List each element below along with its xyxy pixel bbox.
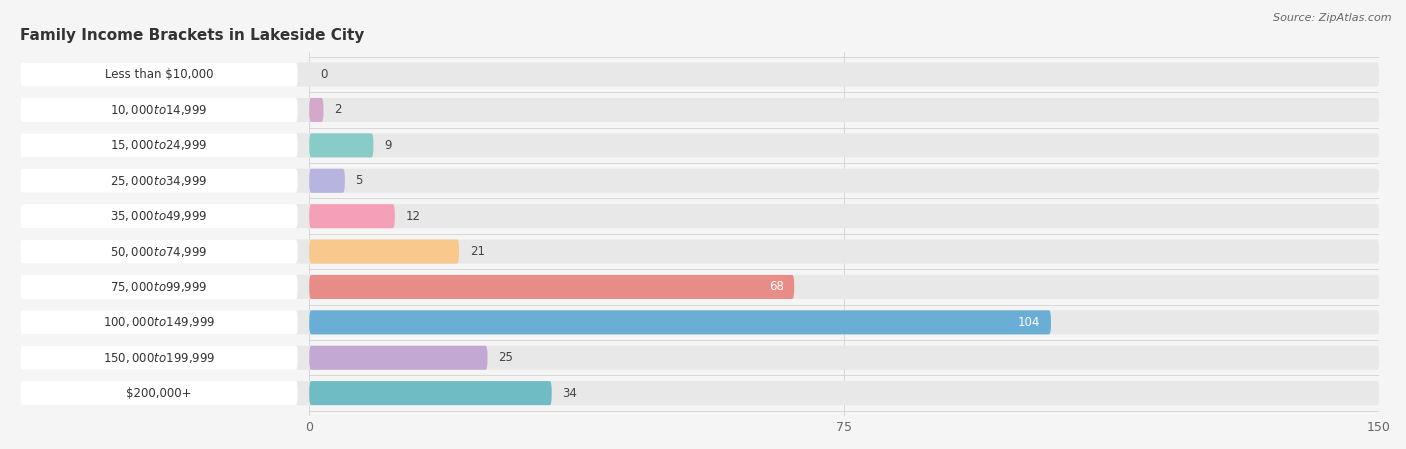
FancyBboxPatch shape xyxy=(20,169,1379,193)
FancyBboxPatch shape xyxy=(20,133,1379,158)
FancyBboxPatch shape xyxy=(309,239,458,264)
FancyBboxPatch shape xyxy=(20,239,298,264)
Text: $150,000 to $199,999: $150,000 to $199,999 xyxy=(103,351,215,365)
Text: Less than $10,000: Less than $10,000 xyxy=(105,68,214,81)
FancyBboxPatch shape xyxy=(20,62,1379,87)
Text: 34: 34 xyxy=(562,387,578,400)
FancyBboxPatch shape xyxy=(309,98,323,122)
FancyBboxPatch shape xyxy=(20,310,1379,335)
FancyBboxPatch shape xyxy=(20,310,298,335)
FancyBboxPatch shape xyxy=(20,381,1379,405)
Text: $15,000 to $24,999: $15,000 to $24,999 xyxy=(110,138,208,152)
FancyBboxPatch shape xyxy=(20,381,298,405)
FancyBboxPatch shape xyxy=(20,204,1379,228)
FancyBboxPatch shape xyxy=(309,204,395,228)
FancyBboxPatch shape xyxy=(20,98,298,122)
FancyBboxPatch shape xyxy=(20,204,298,228)
Text: $50,000 to $74,999: $50,000 to $74,999 xyxy=(110,245,208,259)
Text: 12: 12 xyxy=(405,210,420,223)
Text: $100,000 to $149,999: $100,000 to $149,999 xyxy=(103,315,215,330)
FancyBboxPatch shape xyxy=(20,275,298,299)
Text: 9: 9 xyxy=(384,139,392,152)
Text: 0: 0 xyxy=(321,68,328,81)
Text: Family Income Brackets in Lakeside City: Family Income Brackets in Lakeside City xyxy=(20,28,364,44)
Text: Source: ZipAtlas.com: Source: ZipAtlas.com xyxy=(1274,13,1392,23)
Text: $10,000 to $14,999: $10,000 to $14,999 xyxy=(110,103,208,117)
Text: 25: 25 xyxy=(498,351,513,364)
Text: 104: 104 xyxy=(1018,316,1040,329)
FancyBboxPatch shape xyxy=(309,133,374,158)
Text: $75,000 to $99,999: $75,000 to $99,999 xyxy=(110,280,208,294)
Text: $200,000+: $200,000+ xyxy=(127,387,191,400)
FancyBboxPatch shape xyxy=(20,275,1379,299)
FancyBboxPatch shape xyxy=(20,133,298,158)
FancyBboxPatch shape xyxy=(20,62,298,87)
FancyBboxPatch shape xyxy=(20,346,298,370)
FancyBboxPatch shape xyxy=(20,169,298,193)
FancyBboxPatch shape xyxy=(309,346,488,370)
Text: $25,000 to $34,999: $25,000 to $34,999 xyxy=(110,174,208,188)
Text: 5: 5 xyxy=(356,174,363,187)
FancyBboxPatch shape xyxy=(309,310,1050,335)
Text: $35,000 to $49,999: $35,000 to $49,999 xyxy=(110,209,208,223)
Text: 2: 2 xyxy=(335,103,342,116)
FancyBboxPatch shape xyxy=(20,346,1379,370)
FancyBboxPatch shape xyxy=(309,381,551,405)
FancyBboxPatch shape xyxy=(309,169,344,193)
Text: 21: 21 xyxy=(470,245,485,258)
Text: 68: 68 xyxy=(769,281,783,294)
FancyBboxPatch shape xyxy=(20,98,1379,122)
FancyBboxPatch shape xyxy=(309,275,794,299)
FancyBboxPatch shape xyxy=(20,239,1379,264)
